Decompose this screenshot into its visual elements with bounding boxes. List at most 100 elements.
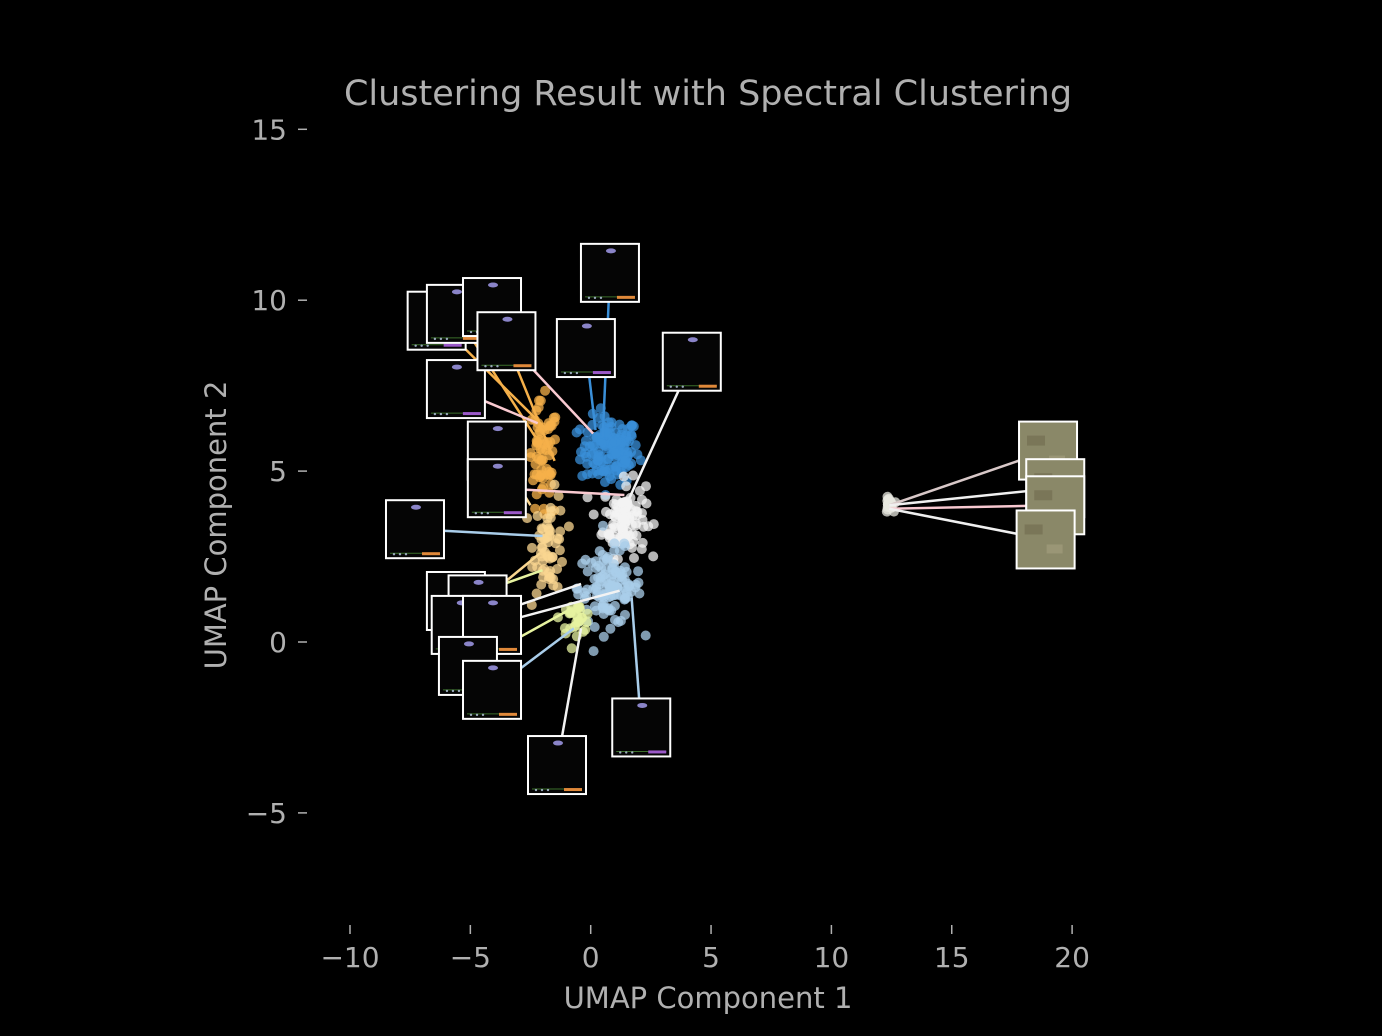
thumbnail-frame <box>555 318 616 379</box>
cluster-2-point <box>589 622 600 632</box>
x-tick-label: 20 <box>1054 941 1090 974</box>
thumbnail <box>611 697 672 758</box>
thumbnail-texture <box>1046 544 1063 554</box>
cluster-0-point <box>611 461 622 472</box>
x-axis-label: UMAP Component 1 <box>564 981 853 1015</box>
y-tick-label: 5 <box>269 455 287 488</box>
thumbnail-bar <box>499 712 518 716</box>
cluster-3-point <box>525 448 536 458</box>
thumbnail-sprite <box>488 665 499 671</box>
cluster-1-point <box>621 481 632 492</box>
cluster-0-point <box>596 438 607 449</box>
cluster-0-point <box>626 420 637 431</box>
thumbnail-dot <box>546 788 550 792</box>
cluster-3-point <box>531 435 542 446</box>
thumbnail-bar <box>698 384 717 388</box>
cluster-4-point <box>532 511 543 521</box>
thumbnail-dot <box>445 689 449 693</box>
thumbnail-dot <box>599 296 603 300</box>
cluster-4-point <box>527 542 537 553</box>
thumbnail-frame <box>661 331 722 392</box>
thumbnail-dot <box>481 713 485 717</box>
y-axis-label: UMAP Component 2 <box>199 381 233 670</box>
cluster-3-point <box>536 455 547 466</box>
cluster-2-point <box>595 572 606 583</box>
thumbnail <box>462 659 523 720</box>
thumbnail-sprite <box>473 579 484 585</box>
thumbnail-bar <box>443 343 462 347</box>
thumbnail-frame <box>462 659 523 720</box>
thumbnail-frame <box>466 458 527 519</box>
cluster-5-point <box>565 623 576 634</box>
cluster-0-point <box>601 466 611 477</box>
thumbnail-frame <box>476 311 537 372</box>
thumbnail <box>527 735 588 796</box>
cluster-2-point <box>609 538 620 549</box>
cluster-5-point <box>566 643 577 654</box>
cluster-4-point <box>553 491 564 501</box>
thumbnail-texture <box>1034 490 1053 501</box>
thumbnail-dot <box>398 553 402 556</box>
thumbnail-sprite <box>410 504 421 510</box>
cluster-2-point <box>590 584 601 594</box>
cluster-0-point <box>611 448 621 459</box>
thumbnail-frame <box>1015 509 1076 570</box>
cluster-2-point <box>634 588 645 599</box>
x-tick-label: 15 <box>934 941 970 974</box>
chart-title: Clustering Result with Spectral Clusteri… <box>344 74 1072 114</box>
cluster-1-point <box>610 512 621 523</box>
thumbnail <box>476 311 537 372</box>
cluster-0-point <box>580 448 590 459</box>
thumbnail-dot <box>486 511 490 515</box>
cluster-1-point <box>628 470 638 481</box>
thumbnail <box>384 499 445 560</box>
cluster-2-point <box>613 617 624 628</box>
cluster-4-point <box>557 556 567 567</box>
cluster-2-point <box>603 603 614 614</box>
thumbnail-dot <box>631 751 634 754</box>
cluster-2-point <box>590 563 601 573</box>
thumbnail-bar <box>564 788 583 792</box>
thumbnail-frame <box>579 242 640 303</box>
cluster-4-point <box>540 547 550 558</box>
cluster-4-point <box>563 521 574 532</box>
y-tick-label: 0 <box>269 626 287 659</box>
thumbnail-dot <box>681 385 684 388</box>
cluster-4-point <box>549 479 560 490</box>
cluster-1-point <box>637 508 647 519</box>
thumbnail-dot <box>445 337 449 341</box>
cluster-2-point <box>633 566 644 577</box>
cluster-5-point <box>571 617 582 628</box>
cluster-2-point <box>609 545 620 556</box>
thumbnail-dot <box>439 337 443 341</box>
thumbnail-dot <box>534 788 538 792</box>
cluster-1-point <box>638 521 649 532</box>
thumbnail-bar <box>513 364 532 368</box>
thumbnail-dot <box>675 385 678 388</box>
cluster-2-point <box>605 623 616 634</box>
thumbnail-bar <box>648 750 667 754</box>
cluster-1-point <box>637 494 647 505</box>
thumbnail-dot <box>392 553 396 556</box>
thumbnail-dot <box>669 385 672 388</box>
cluster-0-point <box>623 436 634 447</box>
axes-layer: −10 −5 0 5 10 15 20 −5 0 5 10 15 <box>246 113 1090 974</box>
thumbnail-sprite <box>581 323 592 329</box>
cluster-0-point <box>616 429 627 440</box>
thumbnail-dot <box>451 689 455 693</box>
thumbnail-frame <box>611 697 672 758</box>
cluster-1-point <box>636 544 647 555</box>
cluster-2-point <box>633 577 644 588</box>
cluster-4-point <box>548 580 559 591</box>
thumbnail-dot <box>587 296 591 300</box>
thumbnail-dot <box>480 511 484 515</box>
cluster-0-point <box>584 441 595 452</box>
cluster-4-point <box>536 579 547 590</box>
cluster-5-point <box>574 601 585 612</box>
thumbnail-frame <box>425 359 486 420</box>
cluster-4-point <box>555 526 566 537</box>
cluster-2-point <box>594 546 605 557</box>
x-tick-label: −5 <box>450 941 491 974</box>
thumbnail-sprite <box>502 316 513 322</box>
